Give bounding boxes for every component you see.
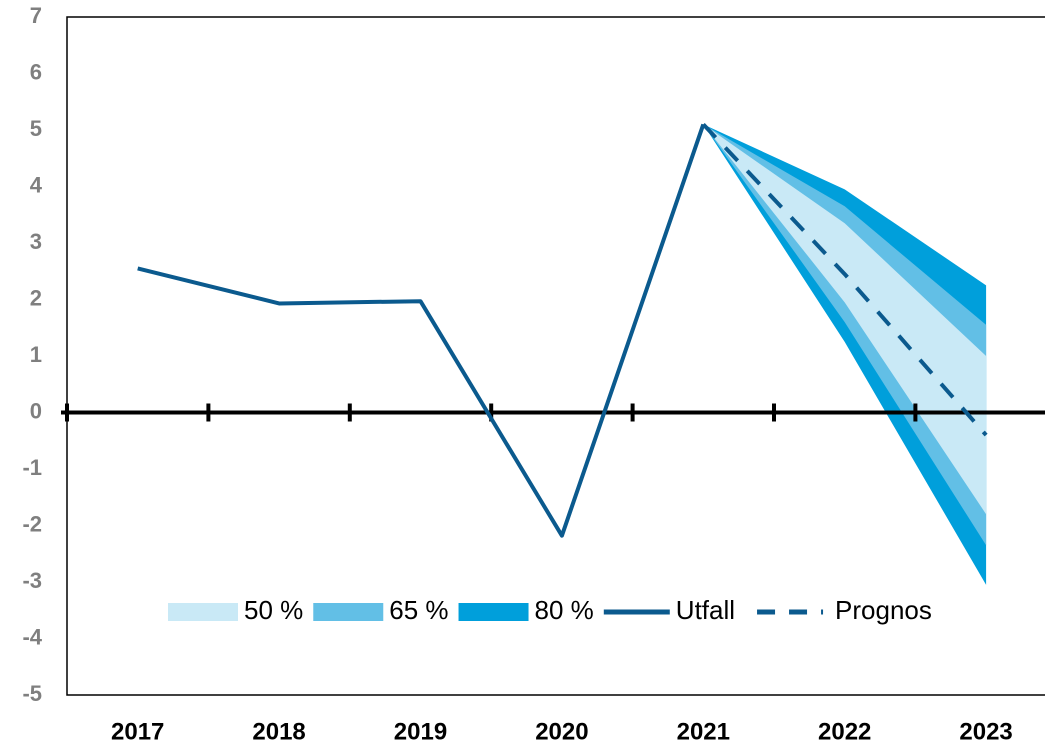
y-tick-label: 2 <box>30 285 42 310</box>
legend-swatch <box>458 603 529 621</box>
fan-band <box>703 124 987 585</box>
x-tick-label: 2021 <box>677 718 730 745</box>
y-tick-label: 7 <box>30 3 42 28</box>
x-tick-label: 2020 <box>535 718 588 745</box>
legend-label: Utfall <box>676 595 735 625</box>
y-tick-label: 3 <box>30 229 42 254</box>
y-tick-label: -4 <box>22 624 42 649</box>
y-tick-label: 5 <box>30 116 42 141</box>
legend-label: 50 % <box>244 595 303 625</box>
y-tick-label: -2 <box>22 511 42 536</box>
legend-label: 80 % <box>535 595 594 625</box>
y-tick-label: 0 <box>30 398 42 423</box>
legend-label: Prognos <box>835 595 932 625</box>
x-tick-label: 2018 <box>252 718 305 745</box>
fan-band <box>703 124 987 515</box>
x-tick-label: 2022 <box>818 718 871 745</box>
legend-swatch <box>168 603 238 621</box>
legend-swatch <box>313 603 384 621</box>
legend-label: 65 % <box>389 595 448 625</box>
y-tick-label: 1 <box>30 342 42 367</box>
x-tick-label: 2019 <box>394 718 447 745</box>
y-tick-label: 6 <box>30 59 42 84</box>
x-tick-label: 2017 <box>111 718 164 745</box>
y-tick-label: -5 <box>22 681 42 706</box>
y-tick-label: -1 <box>22 455 42 480</box>
plot-frame <box>66 16 1045 696</box>
line-series <box>701 122 988 437</box>
y-tick-label: -3 <box>22 568 42 593</box>
x-tick-label: 2023 <box>959 718 1012 745</box>
line-series <box>137 123 706 538</box>
y-tick-label: 4 <box>30 172 43 197</box>
